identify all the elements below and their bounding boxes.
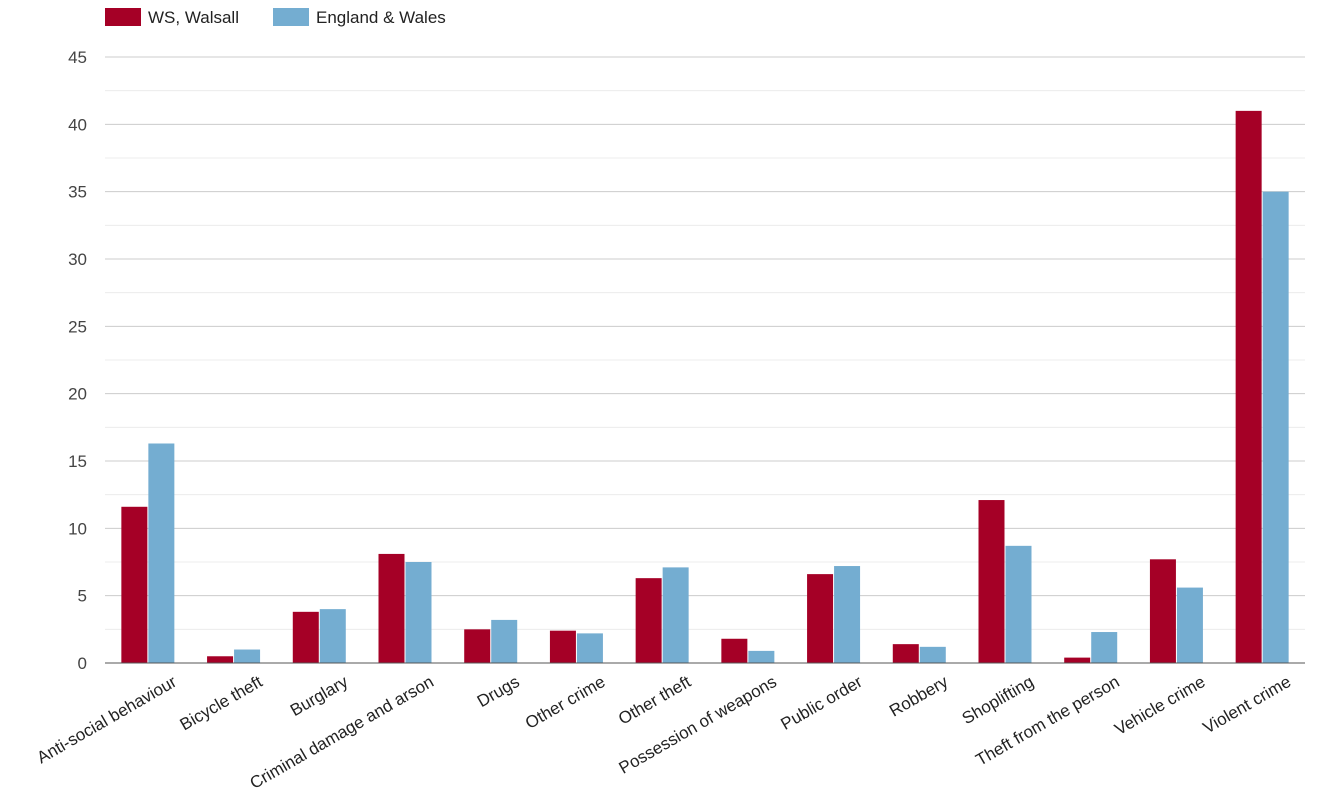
bar-england-wales: [405, 562, 432, 663]
legend-label: England & Wales: [316, 8, 446, 27]
legend-swatch: [105, 8, 141, 26]
bar-ws-walsall: [1064, 657, 1091, 663]
y-tick-label: 25: [68, 317, 87, 336]
y-tick-label: 5: [78, 587, 87, 606]
bar-ws-walsall: [464, 629, 491, 663]
bar-england-wales: [748, 650, 775, 663]
x-tick-label: Possession of weapons: [616, 672, 780, 778]
bar-ws-walsall: [635, 578, 662, 663]
bar-england-wales: [148, 443, 175, 663]
y-tick-label: 30: [68, 250, 87, 269]
x-tick-label: Other crime: [522, 672, 608, 733]
bar-ws-walsall: [292, 611, 319, 663]
bar-england-wales: [319, 609, 346, 663]
bar-england-wales: [1176, 587, 1203, 663]
y-tick-label: 15: [68, 452, 87, 471]
x-tick-label: Robbery: [886, 672, 952, 721]
y-axis: 0 5 10 15 20 25 30 35 40 45: [68, 48, 87, 673]
bar-ws-walsall: [207, 656, 234, 663]
x-tick-label: Drugs: [474, 672, 523, 711]
x-tick-label: Shoplifting: [959, 672, 1037, 728]
y-tick-label: 10: [68, 519, 87, 538]
bars: [121, 110, 1289, 663]
x-tick-label: Anti-social behaviour: [34, 672, 180, 768]
bar-ws-walsall: [378, 553, 405, 663]
bar-england-wales: [919, 646, 946, 663]
bar-ws-walsall: [892, 644, 919, 663]
legend-label: WS, Walsall: [148, 8, 239, 27]
bar-england-wales: [1262, 191, 1289, 663]
gridlines: [105, 56, 1305, 630]
y-tick-label: 0: [78, 654, 87, 673]
x-tick-label: Burglary: [287, 672, 352, 720]
y-tick-label: 45: [68, 48, 87, 67]
bar-england-wales: [491, 619, 518, 663]
bar-england-wales: [1005, 545, 1032, 663]
bar-ws-walsall: [807, 574, 834, 663]
bar-ws-walsall: [1235, 110, 1262, 663]
bar-ws-walsall: [121, 506, 148, 663]
y-tick-label: 20: [68, 385, 87, 404]
legend-swatch: [273, 8, 309, 26]
legend: WS, Walsall England & Wales: [105, 8, 446, 27]
x-tick-label: Vehicle crime: [1111, 672, 1208, 739]
x-tick-label: Theft from the person: [972, 672, 1122, 770]
bar-england-wales: [1091, 632, 1118, 663]
y-tick-label: 35: [68, 183, 87, 202]
bar-england-wales: [834, 566, 861, 663]
bar-ws-walsall: [978, 500, 1005, 663]
y-tick-label: 40: [68, 115, 87, 134]
bar-england-wales: [234, 649, 261, 663]
bar-ws-walsall: [1149, 559, 1176, 663]
x-tick-label: Public order: [778, 672, 866, 734]
bar-ws-walsall: [721, 638, 748, 663]
x-tick-label: Violent crime: [1200, 672, 1294, 737]
bar-england-wales: [576, 633, 603, 663]
x-tick-label: Other theft: [615, 672, 694, 729]
bar-ws-walsall: [549, 630, 576, 663]
x-tick-label: Bicycle theft: [177, 672, 266, 734]
bar-england-wales: [662, 567, 689, 663]
